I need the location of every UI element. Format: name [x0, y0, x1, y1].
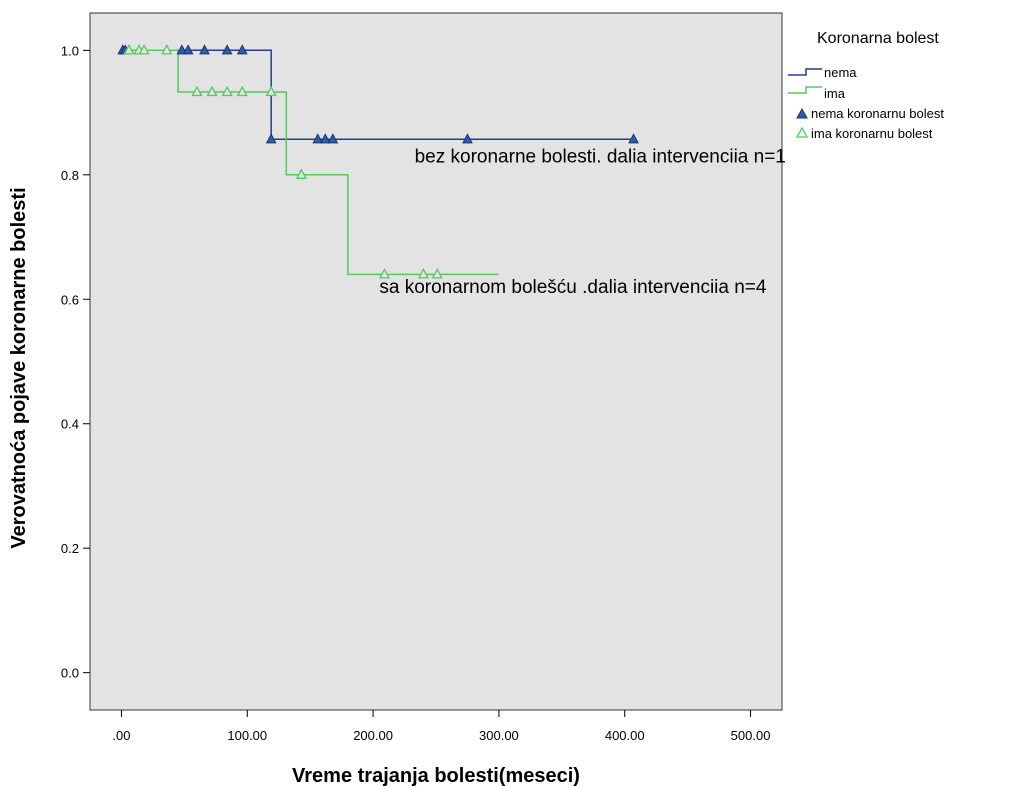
censor-marker-ima	[431, 267, 443, 279]
censor-marker-ima	[265, 85, 277, 97]
censor-marker-ima	[206, 85, 218, 97]
legend-label-ima-koronarnu: ima koronarnu bolest	[811, 126, 933, 141]
censor-marker-ima	[123, 43, 135, 55]
censor-marker-nema	[182, 44, 194, 55]
legend-title: Koronarna bolest	[817, 30, 939, 47]
y-tick-label: 0.6	[61, 292, 79, 307]
censor-marker-layer	[117, 43, 639, 279]
x-tick-label: 100.00	[227, 728, 267, 743]
censor-marker-nema	[327, 133, 339, 144]
x-tick-label: 400.00	[605, 728, 645, 743]
y-tick-label: 0.0	[61, 666, 79, 681]
legend: Koronarna bolest nema ima nema koronarnu…	[788, 30, 944, 141]
censor-marker-nema	[199, 44, 210, 55]
legend-line-ima	[788, 86, 822, 94]
x-tick-label: 300.00	[479, 728, 519, 743]
legend-label-ima: ima	[824, 86, 846, 101]
censor-marker-nema	[221, 44, 233, 55]
censor-marker-nema	[265, 133, 277, 144]
censor-marker-ima	[161, 43, 173, 55]
annotation-no-coronary: bez koronarne bolesti. dalia intervencii…	[415, 146, 786, 167]
y-axis: 0.0 0.2 0.4 0.6 0.8 1.0	[61, 43, 90, 681]
censor-marker-nema	[236, 44, 248, 55]
y-tick-label: 1.0	[61, 43, 79, 58]
legend-marker-nema	[796, 107, 808, 119]
censor-marker-ima	[378, 267, 390, 279]
legend-line-nema	[788, 68, 822, 76]
censor-marker-ima	[295, 168, 307, 179]
legend-label-nema-koronarnu: nema koronarnu bolest	[811, 106, 944, 121]
plot-background	[89, 12, 783, 711]
censor-marker-ima	[417, 267, 429, 279]
series-line-ima	[121, 49, 499, 276]
y-tick-label: 0.8	[61, 168, 79, 183]
y-tick-label: 0.2	[61, 541, 79, 556]
x-tick-label: 500.00	[731, 728, 771, 743]
y-tick-label: 0.4	[61, 417, 79, 432]
censor-marker-ima	[191, 85, 203, 97]
censor-marker-ima	[221, 85, 233, 97]
y-axis-title: Verovatnoća pojave koronarne bolesti	[8, 187, 30, 548]
legend-label-nema: nema	[824, 65, 857, 80]
censor-marker-nema	[628, 133, 639, 144]
censor-marker-nema	[176, 44, 188, 55]
censor-marker-nema	[312, 133, 324, 144]
x-tick-label: .00	[112, 728, 130, 743]
censor-marker-nema	[319, 133, 331, 144]
legend-marker-ima	[795, 126, 809, 138]
censor-marker-ima	[236, 85, 248, 97]
annotation-with-coronary: sa koronarnom bolešću .dalia intervencii…	[379, 277, 767, 298]
x-tick-label: 200.00	[353, 728, 393, 743]
x-axis: .00 100.00 200.00 300.00 400.00 500.00	[112, 710, 770, 743]
x-axis-title: Vreme trajanja bolesti(meseci)	[292, 765, 580, 786]
censor-marker-ima	[138, 43, 150, 55]
censor-marker-nema	[462, 133, 473, 144]
